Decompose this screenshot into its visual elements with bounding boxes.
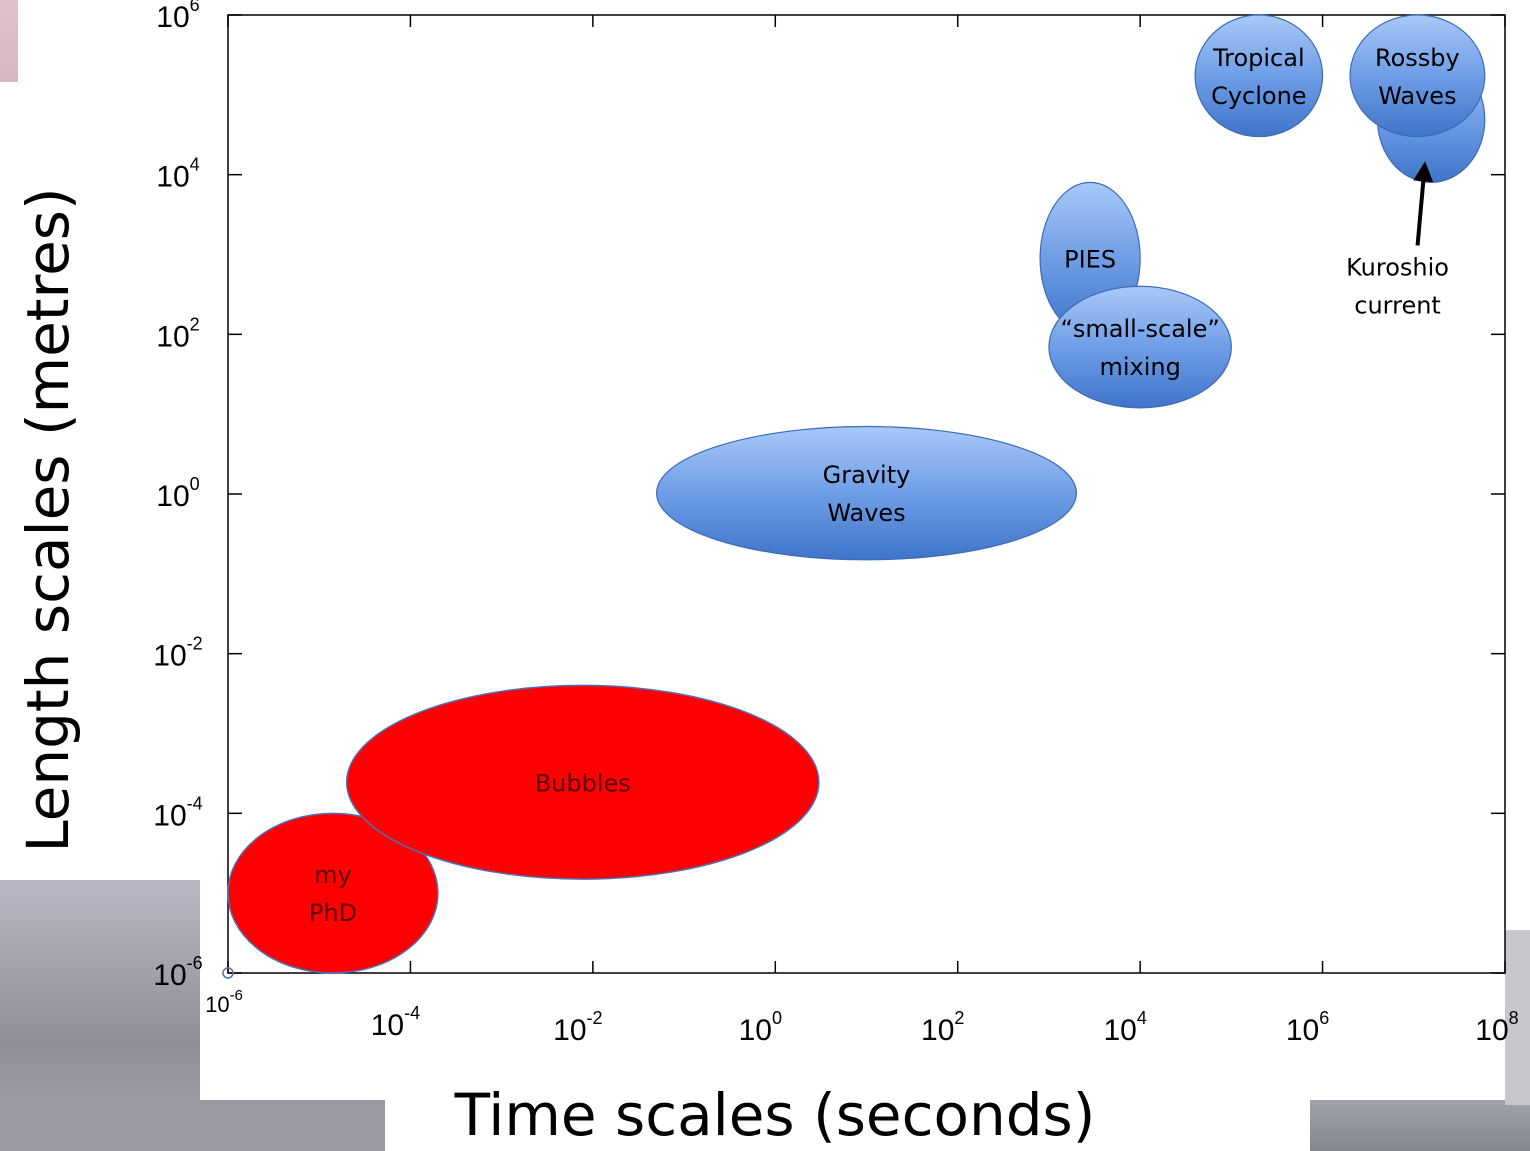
- x-tick-label: 102: [921, 1008, 964, 1047]
- x-tick-label: 100: [739, 1008, 782, 1047]
- y-tick-label: 102: [156, 314, 199, 353]
- region-label: PhD: [309, 899, 357, 927]
- x-tick-label: 10-4: [371, 1003, 420, 1042]
- region-gravity-waves: Gravity Waves: [656, 425, 1077, 561]
- region-label: my: [314, 861, 352, 889]
- annotation-label: current: [1354, 291, 1441, 319]
- region-label: Cyclone: [1211, 82, 1306, 110]
- y-tick-label: 10-2: [153, 634, 202, 673]
- y-tick-label: 10-4: [153, 793, 202, 832]
- region-ellipse: [656, 425, 1077, 561]
- y-tick-label: 106: [156, 0, 199, 34]
- region-ellipse: [1349, 14, 1486, 138]
- x-axis-title: Time scales (seconds): [454, 1081, 1096, 1149]
- regions-layer: my PhD Bubbles Gravity Waves PIES “small-scale…: [227, 14, 1486, 974]
- annotations-layer: Kuroshio current: [1346, 161, 1449, 319]
- region--small-scale-mixing: “small-scale” mixing: [1048, 285, 1232, 409]
- region-ellipse: [1194, 14, 1324, 138]
- region-bubbles: Bubbles: [345, 684, 820, 880]
- region-tropical-cyclone: Tropical Cyclone: [1194, 14, 1324, 138]
- y-tick-label: 100: [156, 474, 199, 513]
- annotation-arrow: [1413, 161, 1434, 246]
- region-my-phd: my PhD: [227, 812, 439, 974]
- region-label: Bubbles: [535, 769, 631, 797]
- x-tick-label: 108: [1475, 1008, 1518, 1047]
- x-tick-label: 106: [1286, 1008, 1329, 1047]
- region-label: mixing: [1099, 353, 1180, 381]
- region-label: Waves: [827, 499, 905, 527]
- region-label: Waves: [1378, 82, 1456, 110]
- region-rossby-waves: Rossby Waves: [1349, 14, 1486, 138]
- region-label: Tropical: [1212, 44, 1305, 72]
- region-label: PIES: [1064, 245, 1116, 273]
- region-label: “small-scale”: [1060, 315, 1219, 343]
- region-ellipse: [1048, 285, 1232, 409]
- region-ellipse: [345, 684, 820, 880]
- annotation-label: Kuroshio: [1346, 253, 1449, 281]
- region-label: Rossby: [1375, 44, 1460, 72]
- tick-labels-layer: 10-4 10-2 100 102 104 106 108 10-610-6 10-4 10-2 1…: [153, 0, 1518, 1047]
- origin-marker: [222, 967, 234, 979]
- x-origin-tick-label: 10-6: [205, 987, 243, 1017]
- ticks-layer: [222, 14, 1506, 979]
- y-tick-label: 104: [156, 155, 199, 194]
- y-tick-label: 10-6: [153, 953, 202, 992]
- x-tick-label: 104: [1103, 1008, 1146, 1047]
- region-ellipse: [227, 812, 439, 974]
- y-axis-title: Length scales (metres): [14, 187, 82, 852]
- region-label: Gravity: [823, 461, 911, 489]
- x-tick-label: 10-2: [553, 1008, 602, 1047]
